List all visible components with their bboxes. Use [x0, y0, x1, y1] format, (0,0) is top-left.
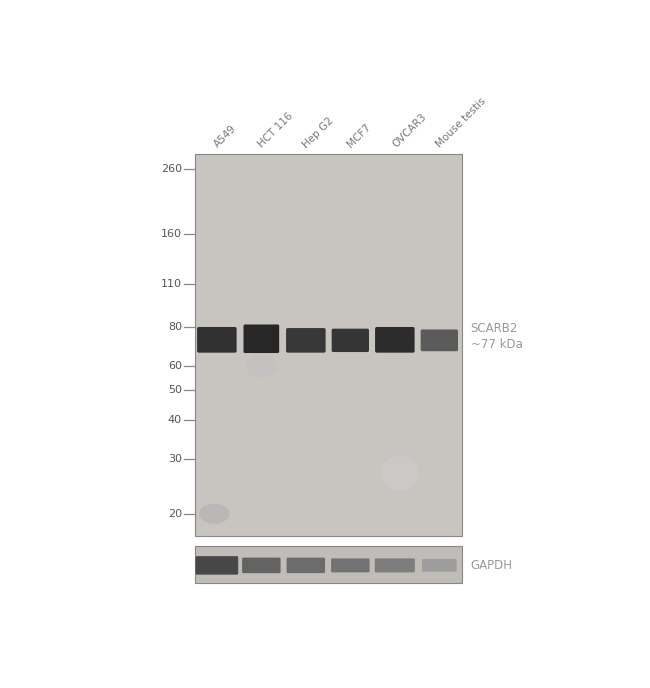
- FancyBboxPatch shape: [287, 557, 325, 573]
- Text: Mouse testis: Mouse testis: [435, 96, 488, 150]
- FancyBboxPatch shape: [375, 327, 415, 353]
- Bar: [194, 546, 462, 583]
- Bar: [194, 154, 462, 535]
- Text: ~77 kDa: ~77 kDa: [471, 338, 523, 351]
- Text: 80: 80: [168, 322, 182, 332]
- FancyBboxPatch shape: [197, 327, 237, 353]
- Text: Hep G2: Hep G2: [302, 116, 336, 150]
- FancyBboxPatch shape: [422, 559, 457, 572]
- FancyBboxPatch shape: [421, 330, 458, 352]
- FancyBboxPatch shape: [242, 557, 281, 573]
- Text: OVCAR3: OVCAR3: [390, 112, 428, 150]
- Text: 40: 40: [168, 416, 182, 425]
- Text: A549: A549: [213, 124, 239, 150]
- Text: HCT 116: HCT 116: [257, 111, 295, 150]
- Ellipse shape: [381, 456, 419, 491]
- Text: SCARB2: SCARB2: [471, 322, 518, 335]
- Text: 160: 160: [161, 229, 182, 239]
- FancyBboxPatch shape: [375, 559, 415, 572]
- Text: MCF7: MCF7: [346, 122, 373, 150]
- Text: 50: 50: [168, 385, 182, 396]
- Text: GAPDH: GAPDH: [471, 559, 513, 572]
- Text: 60: 60: [168, 361, 182, 371]
- Ellipse shape: [199, 504, 229, 524]
- FancyBboxPatch shape: [196, 556, 238, 574]
- Text: 30: 30: [168, 454, 182, 464]
- FancyBboxPatch shape: [332, 329, 369, 352]
- Text: 110: 110: [161, 279, 182, 290]
- FancyBboxPatch shape: [331, 559, 370, 572]
- Text: 260: 260: [161, 164, 182, 174]
- FancyBboxPatch shape: [286, 328, 326, 353]
- FancyBboxPatch shape: [244, 325, 280, 353]
- Text: 20: 20: [168, 508, 182, 519]
- Ellipse shape: [246, 354, 276, 378]
